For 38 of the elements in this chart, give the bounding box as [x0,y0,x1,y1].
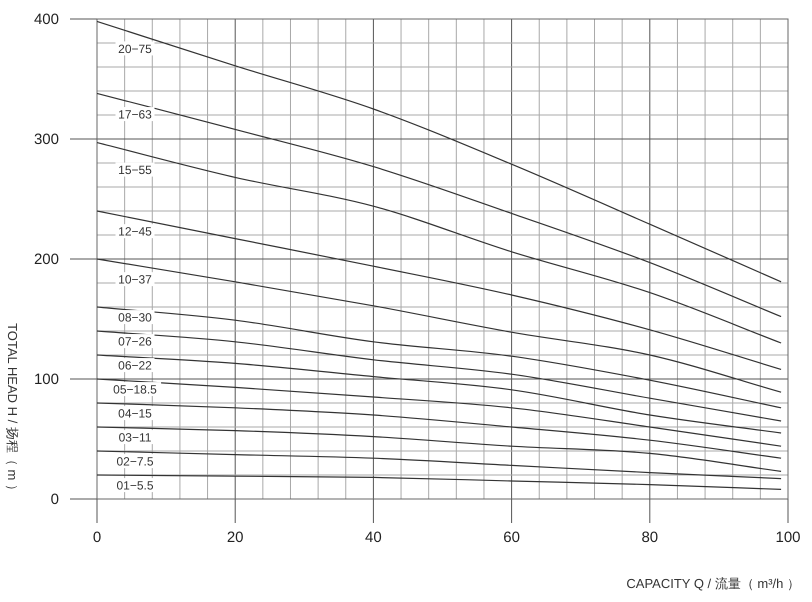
line-series [96,330,782,422]
line-series [96,258,782,393]
x-tick-label: 100 [775,529,801,546]
y-tick-label: 100 [34,371,59,388]
line-series [96,20,782,282]
line-series [96,210,782,370]
series-label: 08−30 [118,310,152,325]
series-label: 12−45 [118,224,152,239]
y-tick-label: 300 [34,131,59,148]
line-series [96,354,782,434]
y-tick-label: 400 [34,11,59,28]
y-tick-label: 200 [34,251,59,268]
series-label: 04−15 [118,406,152,421]
series-label: 07−26 [118,334,152,349]
series-label: 02−7.5 [116,454,154,469]
y-axis-title: TOTAL HEAD H / 扬程（ m ） [5,323,20,497]
x-tick-label: 80 [641,529,658,546]
line-series [96,402,782,459]
x-tick-label: 20 [226,529,244,546]
series-label: 20−75 [118,42,152,56]
series-label: 17−63 [118,108,152,122]
x-tick-label: 40 [365,529,382,546]
line-series [96,306,782,408]
series-label: 15−55 [118,163,152,178]
series-label: 10−37 [118,272,152,287]
line-series [96,142,782,344]
line-series [96,450,782,480]
series-label: 05−18.5 [113,382,158,397]
series-label: 03−11 [118,430,152,445]
line-series [96,426,782,472]
series-label: 06−22 [118,358,152,373]
series-label: 01−5.5 [116,478,154,493]
x-tick-label: 0 [92,529,102,546]
line-series [96,474,782,490]
y-tick-label: 0 [50,491,59,508]
x-tick-label: 60 [503,529,520,546]
line-series [96,378,782,447]
x-axis-title: CAPACITY Q / 流量（ m³/h ） [626,576,800,591]
